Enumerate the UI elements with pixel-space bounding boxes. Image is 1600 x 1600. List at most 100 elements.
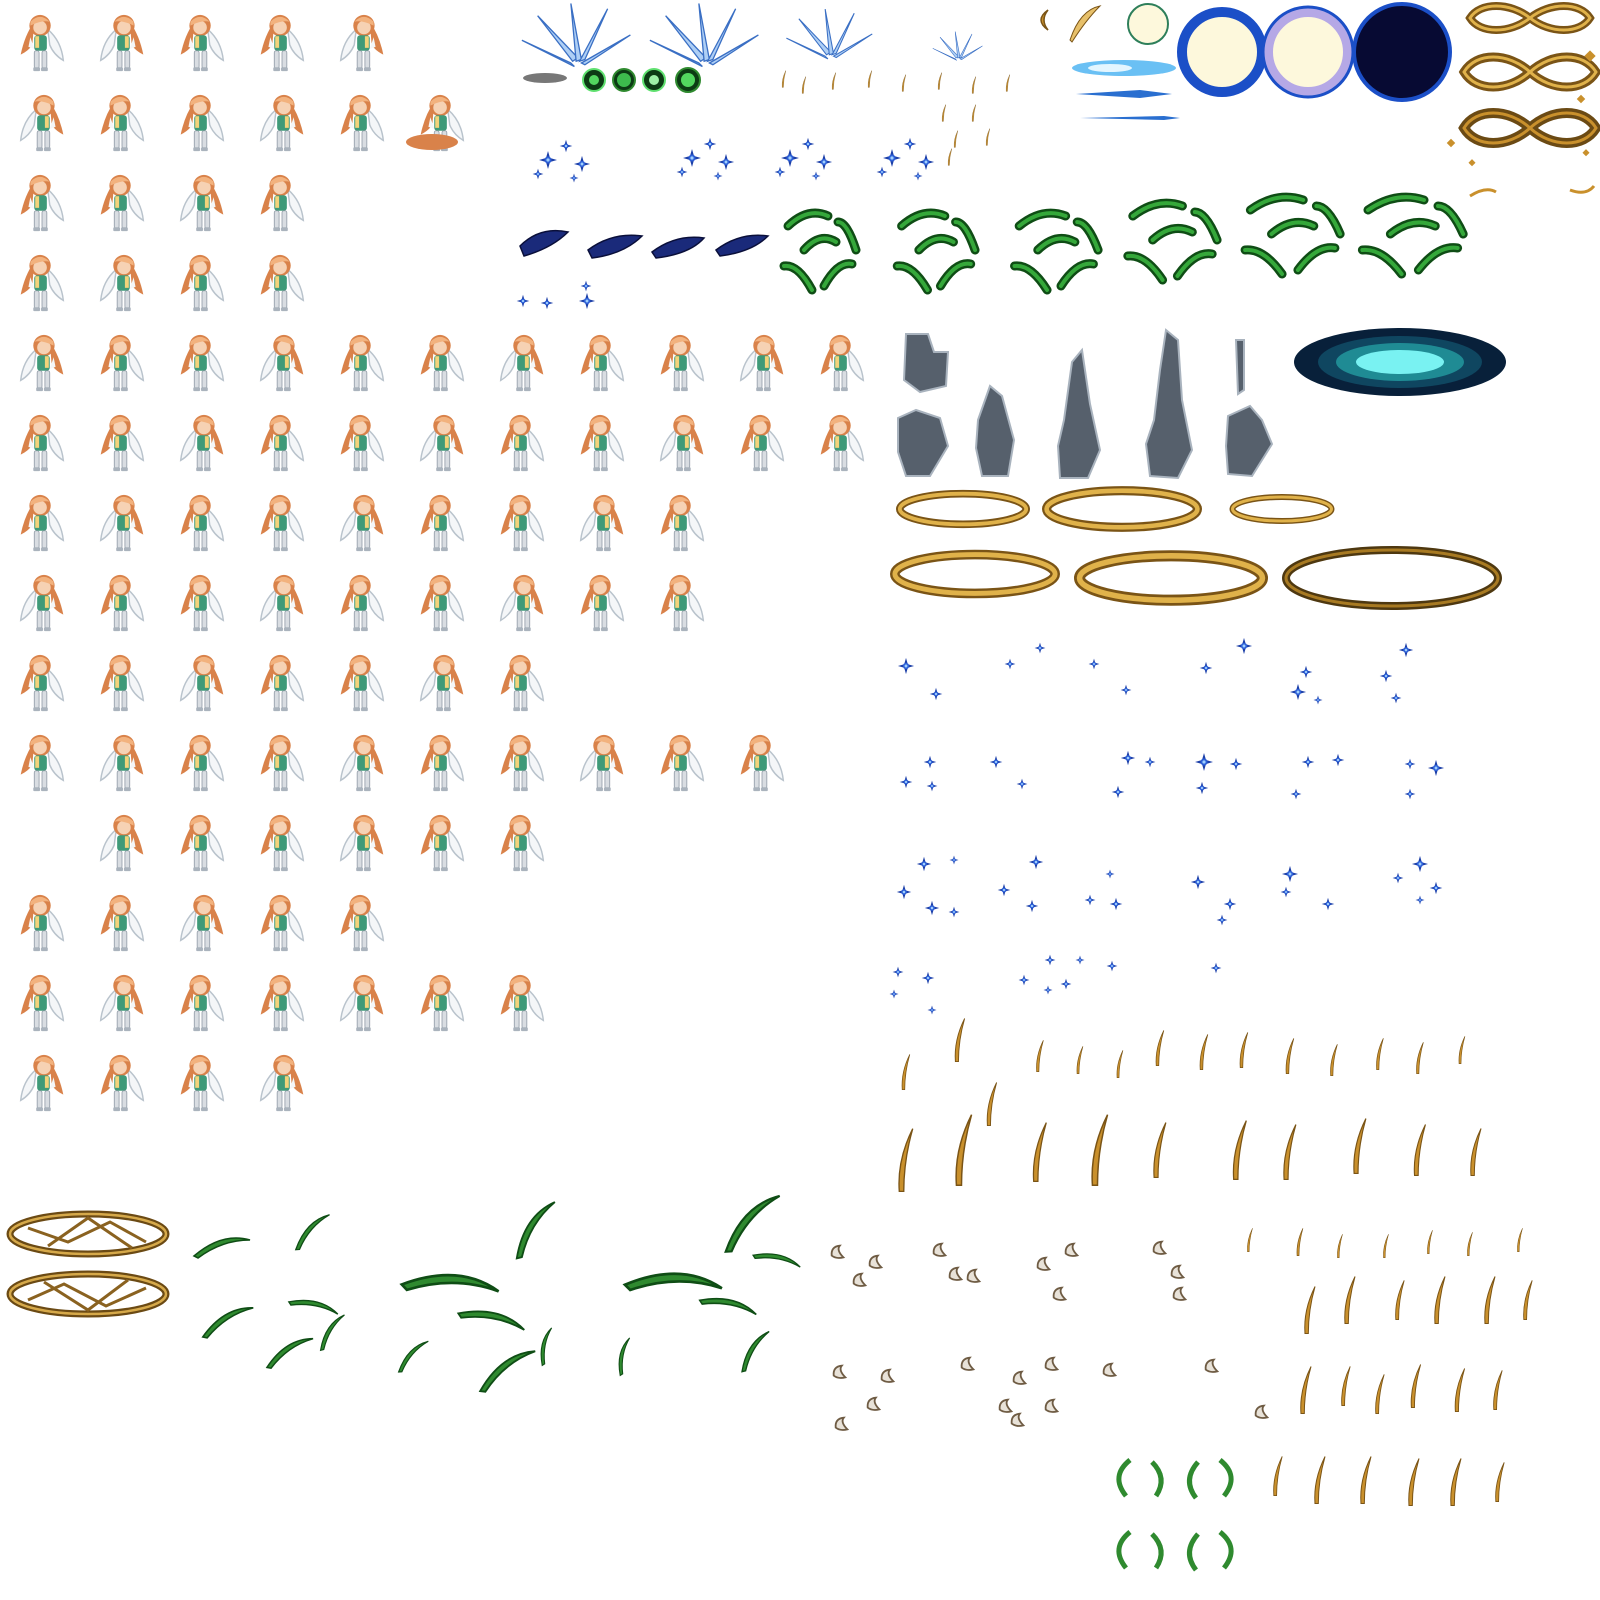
character-sprite	[179, 14, 225, 72]
character-sprite	[179, 974, 225, 1032]
character-sprite	[259, 414, 305, 472]
golden-wisp	[1376, 1037, 1384, 1071]
rock-chip	[1044, 1398, 1059, 1413]
golden-rings	[895, 491, 1502, 610]
blue-sparkle	[573, 155, 591, 173]
blue-sparkle	[1379, 669, 1393, 683]
character-sprite	[19, 254, 65, 312]
golden-wisp	[1341, 1365, 1351, 1407]
rock-chip	[832, 1364, 847, 1379]
character-sprite	[819, 414, 865, 472]
character-sprite	[579, 494, 625, 552]
blue-sparkle	[1111, 785, 1125, 799]
character-sprite-rows	[19, 14, 865, 1112]
blue-sparkle	[1195, 753, 1213, 771]
green-blade	[502, 1199, 570, 1262]
character-sprite	[419, 334, 465, 392]
golden-wisp	[1353, 1117, 1367, 1175]
green-blade	[311, 1313, 354, 1353]
character-sprite	[419, 654, 465, 712]
green-blade	[531, 1326, 563, 1367]
rock-chip	[960, 1356, 975, 1371]
rock-chip	[1044, 1356, 1059, 1371]
portal	[1294, 328, 1506, 396]
rock-chip	[1170, 1264, 1185, 1279]
golden-wisps-field	[898, 1017, 1533, 1507]
character-sprite	[739, 734, 785, 792]
character-sprite	[499, 334, 545, 392]
character-sprite	[99, 1054, 145, 1112]
blue-sparkle	[903, 137, 917, 151]
golden-wisp	[1273, 1455, 1283, 1497]
golden-wisp	[1495, 1461, 1505, 1503]
character-sprite	[179, 414, 225, 472]
golden-wisp	[1005, 74, 1011, 92]
blue-sparkle	[815, 153, 833, 171]
golden-wisp	[867, 70, 873, 88]
character-sprite	[179, 734, 225, 792]
character-sprite	[659, 334, 705, 392]
character-sprite	[659, 414, 705, 472]
infinity-knot	[1465, 2, 1595, 34]
green-blade	[456, 1294, 527, 1349]
blue-sparkle	[1199, 661, 1213, 675]
golden-wisp	[937, 72, 943, 90]
rock-chip	[1152, 1240, 1167, 1255]
golden-wisp	[801, 76, 807, 94]
green-blade	[193, 1237, 251, 1259]
rock-chip	[948, 1266, 963, 1281]
golden-wisp	[1375, 1373, 1385, 1415]
blue-sparkle	[703, 137, 717, 151]
green-blade	[712, 1192, 793, 1256]
golden-wisps-small	[781, 70, 1011, 166]
blue-sparkle	[1084, 894, 1096, 906]
character-sprite	[579, 734, 625, 792]
golden-wisp	[971, 76, 977, 94]
blue-sparkle	[774, 166, 786, 178]
ice-burst-medium	[785, 8, 873, 60]
golden-wisp	[1383, 1233, 1389, 1259]
blue-sparkle	[1280, 886, 1292, 898]
golden-wisp	[1330, 1043, 1338, 1077]
character-sprite	[179, 1054, 225, 1112]
blue-sparkle	[1281, 865, 1299, 883]
shadow-ellipse	[523, 73, 567, 83]
golden-wisp	[901, 74, 907, 92]
blue-sparkle	[811, 171, 821, 181]
golden-wisp	[1314, 1455, 1326, 1505]
blue-sparkle	[1415, 895, 1425, 905]
character-sprite	[99, 894, 145, 952]
character-sprite	[99, 14, 145, 72]
character-sprite	[259, 94, 305, 152]
character-sprite	[419, 574, 465, 632]
character-sprite	[339, 734, 385, 792]
character-sprite	[339, 494, 385, 552]
rock-chip	[966, 1268, 981, 1283]
character-sprite	[179, 574, 225, 632]
golden-wisp	[1155, 1029, 1165, 1067]
blue-sparkle	[1216, 914, 1228, 926]
blue-sparkle	[1229, 757, 1243, 771]
blue-sparkle	[539, 151, 557, 169]
rock-chip	[1012, 1370, 1027, 1385]
small-wind-swirls	[1116, 1458, 1234, 1572]
blue-sparkle	[801, 137, 815, 151]
character-sprite	[99, 574, 145, 632]
golden-wisp	[1199, 1033, 1209, 1071]
character-sprite	[99, 814, 145, 872]
golden-wisp	[1410, 1363, 1422, 1409]
blue-sparkle	[1034, 642, 1046, 654]
character-sprite	[339, 974, 385, 1032]
blue-sparkle	[921, 971, 935, 985]
infinity-knots	[1446, 2, 1600, 198]
blue-sparkle	[1210, 962, 1222, 974]
character-sprite	[419, 494, 465, 552]
rock-chip	[1064, 1242, 1079, 1257]
blue-sparkle	[683, 149, 701, 167]
character-sprite	[499, 414, 545, 472]
golden-wisp	[1239, 1031, 1249, 1069]
character-sprite	[499, 654, 545, 712]
blue-sparkle	[1120, 684, 1132, 696]
blue-sparkle	[1025, 899, 1039, 913]
golden-wisp	[1493, 1369, 1503, 1411]
